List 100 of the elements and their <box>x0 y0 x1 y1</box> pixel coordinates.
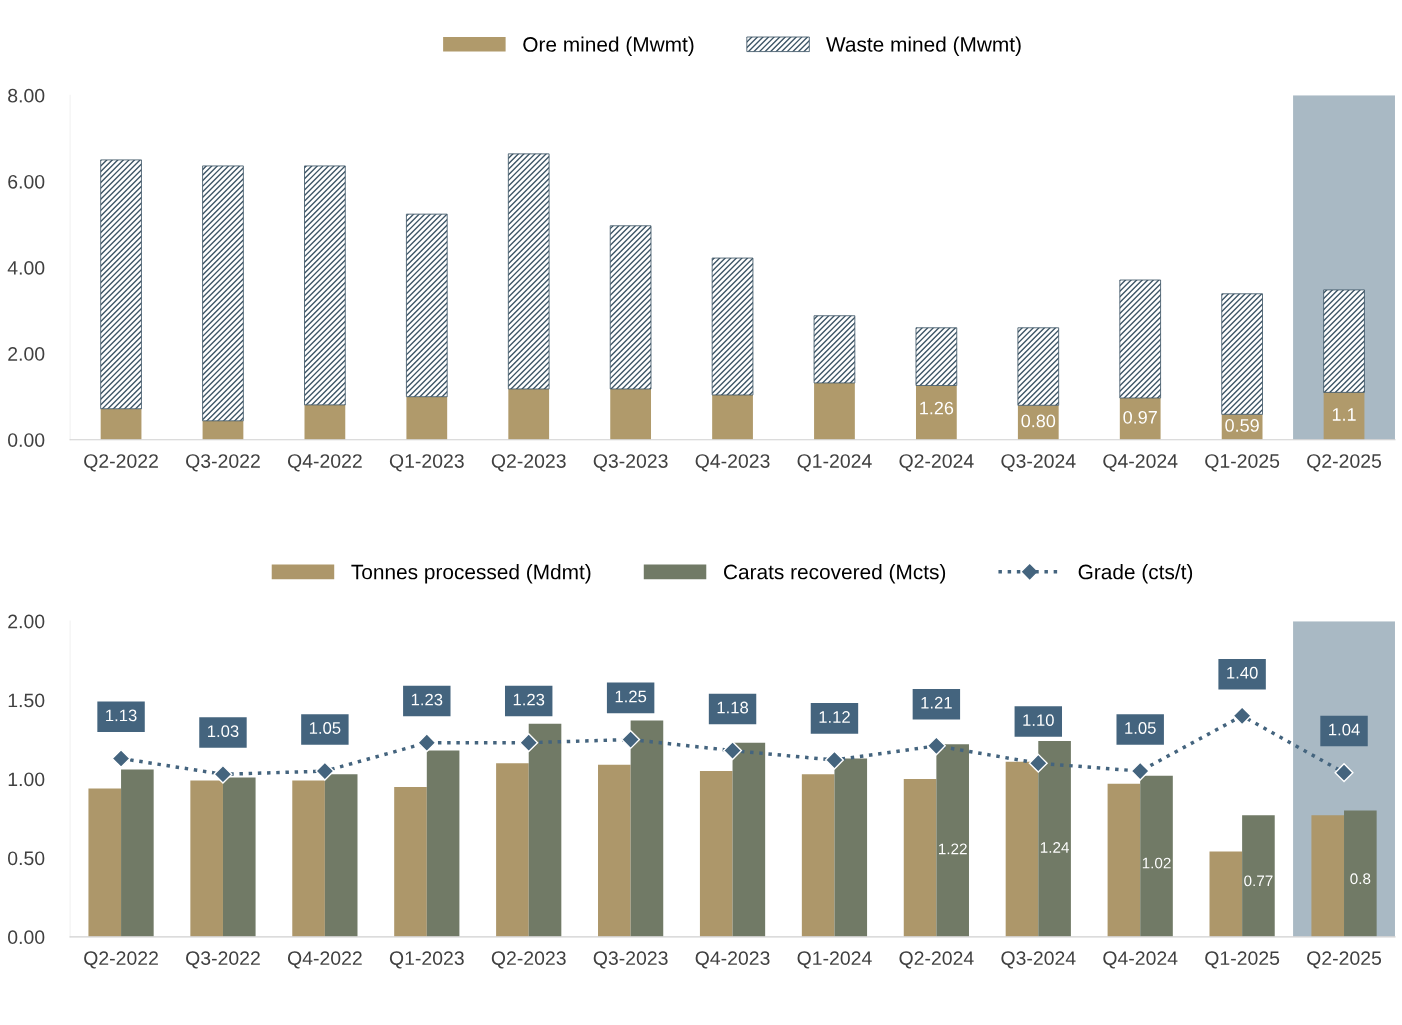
data-label: 1.02 <box>1142 857 1171 869</box>
x-tick-label: Q1-2023 <box>389 951 464 969</box>
x-tick-label: Q4-2023 <box>695 951 770 969</box>
x-tick-label: Q2-2025 <box>1307 454 1382 472</box>
y-tick-label: 2.00 <box>8 614 45 629</box>
bar <box>222 777 256 937</box>
bar <box>814 382 855 440</box>
x-tick-label: Q4-2023 <box>695 454 770 472</box>
bar <box>507 153 550 390</box>
point <box>315 761 335 781</box>
bar <box>915 327 958 386</box>
point <box>824 750 844 770</box>
y-tick-label: 2.00 <box>8 347 45 361</box>
x-tick-label: Q2-2024 <box>899 454 974 472</box>
data-label: 0.80 <box>1021 414 1056 428</box>
data-label: 1.04 <box>1329 723 1360 736</box>
bar <box>1119 279 1162 399</box>
legend-label: Tonnes processed (Mdmt) <box>351 564 591 584</box>
bar <box>406 396 448 440</box>
y-tick-label: 6.00 <box>8 174 45 189</box>
data-label: 1.24 <box>1040 842 1070 853</box>
bar <box>732 742 766 937</box>
bar <box>1323 392 1365 440</box>
y-tick-label: 0.00 <box>8 930 45 945</box>
x-tick-label: Q2-2022 <box>84 454 158 472</box>
bar <box>100 408 142 440</box>
point <box>723 741 743 761</box>
data-label: 1.12 <box>819 711 850 723</box>
bar <box>610 388 652 440</box>
point <box>1334 763 1354 783</box>
point <box>519 733 539 753</box>
bar <box>1221 293 1263 415</box>
x-tick-label: Q2-2023 <box>491 951 566 969</box>
bar <box>304 404 346 440</box>
bar <box>406 213 448 398</box>
point <box>1232 706 1252 726</box>
bar <box>190 780 223 937</box>
data-label: 0.97 <box>1123 410 1157 424</box>
bar <box>1311 815 1345 937</box>
bar <box>936 744 969 937</box>
x-tick-label: Q4-2024 <box>1103 951 1178 969</box>
y-tick-label: 1.50 <box>8 693 45 708</box>
x-tick-label: Q4-2024 <box>1103 454 1178 472</box>
y-tick-label: 0.00 <box>8 433 45 447</box>
y-tick-label: 8.00 <box>8 88 45 103</box>
x-tick-label: Q3-2022 <box>186 454 260 472</box>
bar <box>324 774 358 937</box>
bar <box>121 769 154 937</box>
legend-label: Carats recovered (Mcts) <box>724 564 946 584</box>
x-tick-label: Q2-2025 <box>1307 951 1382 969</box>
data-label: 1.40 <box>1227 666 1258 679</box>
data-label: 1.21 <box>921 696 952 709</box>
data-label: 0.59 <box>1225 419 1259 432</box>
bar <box>1242 815 1275 937</box>
bar <box>711 257 754 396</box>
point <box>1028 753 1048 773</box>
x-tick-label: Q1-2024 <box>797 951 872 969</box>
bar <box>1038 741 1071 937</box>
bar <box>1323 289 1365 393</box>
bar <box>630 720 664 937</box>
bar <box>712 394 753 440</box>
x-tick-label: Q2-2022 <box>84 951 158 969</box>
x-tick-label: Q1-2025 <box>1205 454 1280 472</box>
data-label: 1.1 <box>1332 408 1356 421</box>
x-tick-label: Q3-2023 <box>593 454 668 472</box>
x-tick-label: Q3-2022 <box>186 951 260 969</box>
bar <box>1344 810 1377 937</box>
bar <box>528 723 562 937</box>
legend-label: Waste mined (Mwmt) <box>826 36 1021 56</box>
y-tick-label: 0.50 <box>8 851 45 866</box>
point <box>926 736 946 756</box>
data-label: 1.10 <box>1023 714 1054 727</box>
data-label: 1.05 <box>309 722 341 734</box>
bar <box>801 774 835 937</box>
legend-label: Ore mined (Mwmt) <box>523 36 694 56</box>
x-tick-label: Q4-2022 <box>287 951 362 969</box>
y-tick-label: 4.00 <box>7 260 45 275</box>
bar <box>915 385 957 440</box>
data-label: 1.03 <box>208 725 239 738</box>
point <box>213 764 233 784</box>
bar <box>609 225 652 390</box>
data-label: 1.23 <box>411 693 443 706</box>
bar <box>292 780 325 937</box>
data-label: 1.22 <box>938 843 967 855</box>
x-tick-label: Q2-2024 <box>899 951 974 969</box>
x-tick-label: Q1-2025 <box>1205 951 1280 969</box>
bar <box>1140 775 1173 937</box>
bar <box>813 315 856 384</box>
bar <box>426 750 460 937</box>
bar <box>903 779 937 937</box>
bar <box>699 771 733 937</box>
point <box>1130 761 1150 781</box>
x-tick-label: Q2-2023 <box>491 454 566 472</box>
bar <box>304 165 346 406</box>
x-tick-label: Q3-2024 <box>1001 454 1076 472</box>
bar <box>598 764 631 937</box>
bar <box>1209 851 1243 937</box>
data-label: 1.18 <box>717 701 749 714</box>
data-label: 0.77 <box>1244 875 1273 887</box>
bar <box>1005 761 1039 937</box>
